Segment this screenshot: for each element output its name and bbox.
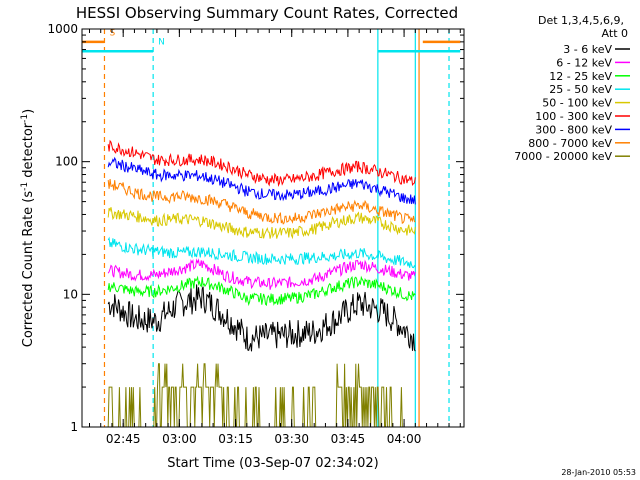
series-line <box>107 139 416 187</box>
legend-item-label: 50 - 100 keV <box>542 97 612 110</box>
plot-frame <box>81 28 465 428</box>
y-tick-label: 100 <box>55 155 78 169</box>
status-bar-label: N <box>158 38 165 48</box>
series-line <box>107 156 416 205</box>
y-tick-label: 1 <box>70 420 78 434</box>
legend-item-label: 12 - 25 keV <box>549 70 612 83</box>
x-tick-label: 02:45 <box>106 432 141 446</box>
legend-title: Det 1,3,4,5,6,9, <box>538 14 624 27</box>
y-axis-label-superscript: -1 <box>20 114 30 123</box>
legend-item-label: 3 - 6 keV <box>563 43 612 56</box>
legend-item-label: 6 - 12 keV <box>556 56 612 69</box>
series-line <box>107 179 416 225</box>
legend-item-label: 100 - 300 keV <box>535 110 612 123</box>
y-tick-label: 1000 <box>47 22 78 36</box>
axis-ticks: 1 10 100 1000 02:45 03:00 03:15 03:30 03:45 04:00 <box>47 22 464 446</box>
y-tick-label: 10 <box>63 287 78 301</box>
series-line <box>107 236 416 269</box>
y-axis-label-part: Corrected Count Rate (s <box>21 191 36 348</box>
x-tick-label: 03:00 <box>162 432 197 446</box>
y-axis-label: Corrected Count Rate (s-1 detector-1) <box>20 109 36 347</box>
legend-item-label: 7000 - 20000 keV <box>514 150 612 163</box>
timestamp: 28-Jan-2010 05:53 <box>561 468 636 477</box>
status-bar-label: S <box>109 28 115 38</box>
legend-subtitle: Att 0 <box>602 27 628 40</box>
x-tick-label: 03:15 <box>218 432 253 446</box>
x-tick-label: 04:00 <box>387 432 422 446</box>
y-axis-label-superscript: -1 <box>20 182 30 191</box>
x-tick-label: 03:45 <box>331 432 366 446</box>
x-axis-label: Start Time (03-Sep-07 02:34:02) <box>167 456 378 471</box>
x-tick-label: 03:30 <box>274 432 309 446</box>
y-axis-label-part: detector <box>21 122 36 182</box>
chart-title: HESSI Observing Summary Count Rates, Cor… <box>76 4 458 22</box>
series-line <box>107 284 416 352</box>
legend-item-label: 25 - 50 keV <box>549 83 612 96</box>
series-line <box>107 275 416 307</box>
legend-item-label: 800 - 7000 keV <box>528 137 612 150</box>
y-axis-label-part: ) <box>21 109 36 114</box>
series-line <box>107 207 416 240</box>
legend-item-label: 300 - 800 keV <box>535 123 612 136</box>
series-line <box>107 258 416 290</box>
